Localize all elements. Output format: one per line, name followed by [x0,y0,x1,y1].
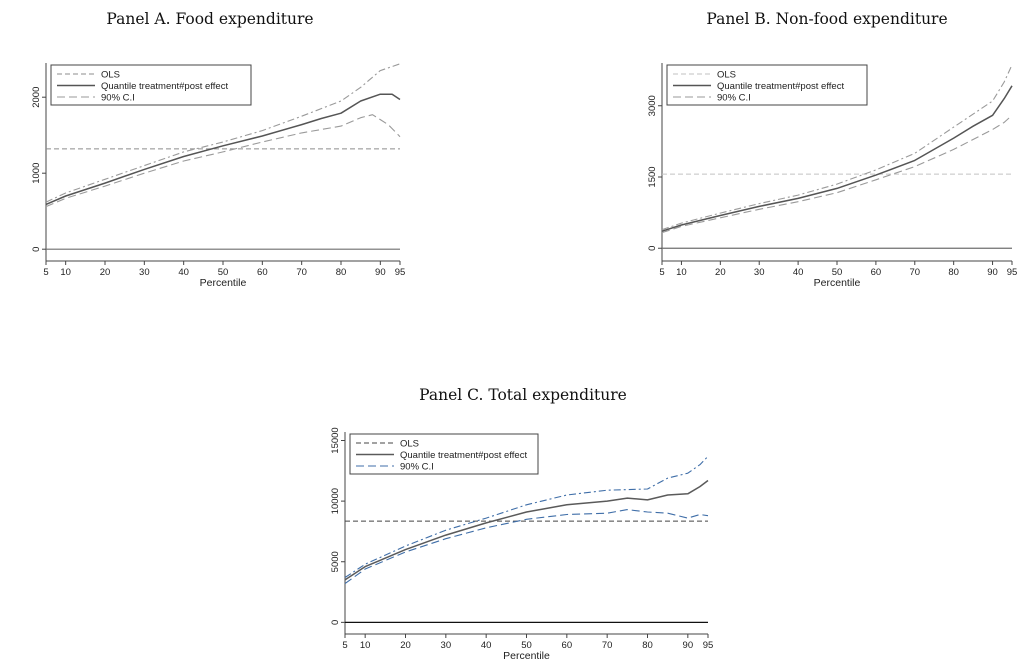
panel-a-y-tick-label: 0 [31,247,42,252]
panel-b-y-tick-label: 1500 [647,166,658,187]
panel-b-x-tick-label: 90 [987,267,998,278]
panel-a-title: Panel A. Food expenditure [106,10,314,28]
panel-b-ci-lower-series [661,114,1013,234]
panel-a-x-tick-label: 5 [43,267,48,278]
panel-c-x-tick-label: 60 [562,640,573,651]
panel-a-x-tick-label: 80 [336,267,347,278]
panel-a-y-tick-label: 1000 [31,163,42,184]
panel-c-y-tick-label: 5000 [330,551,341,572]
panel-c-x-tick-label: 50 [521,640,532,651]
panel-a-y-tick-label: 2000 [31,87,42,108]
panel-a-x-axis-title: Percentile [200,277,247,289]
panel-b-legend-label: 90% C.I [717,93,751,104]
panel-c-ci-upper-series [344,455,709,578]
panel-b-y-tick-label: 3000 [647,95,658,116]
panel-b-x-tick-label: 5 [659,267,664,278]
panel-b-x-tick-label: 95 [1007,267,1018,278]
panel-b-x-tick-label: 50 [832,267,843,278]
panel-b-x-tick-label: 70 [909,267,920,278]
panel-b-x-tick-label: 60 [871,267,882,278]
panel-b-x-tick-label: 20 [715,267,726,278]
panel-c-title: Panel C. Total expenditure [419,386,627,404]
panel-b-x-tick-label: 10 [676,267,687,278]
panel-a-x-tick-label: 90 [375,267,386,278]
panel-c-x-axis-title: Percentile [503,650,550,662]
panel-a-ci-upper-series [45,63,401,203]
panel-c-y-tick-label: 0 [330,620,341,625]
panel-a-x-tick-label: 10 [60,267,71,278]
panel-c-x-tick-label: 80 [642,640,653,651]
panel-a-x-tick-label: 20 [100,267,111,278]
panel-a-x-tick-label: 70 [296,267,307,278]
panel-b-ci-upper-series [661,64,1013,231]
panel-a-quantile-series [45,93,401,206]
panel-b-legend-label: OLS [717,70,736,81]
panel-b-x-axis-title: Percentile [814,277,861,289]
panel-c-x-tick-label: 40 [481,640,492,651]
panel-c-legend-label: 90% C.I [400,462,434,473]
panel-c-ci-lower-series [344,509,709,585]
panel-b-y-tick-label: 0 [647,246,658,251]
panel-a-ci-lower-series [45,114,401,208]
panel-a-x-tick-label: 60 [257,267,268,278]
panel-c-y-tick-label: 10000 [330,488,341,514]
panel-a-legend-label: 90% C.I [101,93,135,104]
panel-c-x-tick-label: 30 [441,640,452,651]
panel-c-x-tick-label: 10 [360,640,371,651]
panel-b-quantile-series [661,85,1013,232]
panel-c-x-tick-label: 70 [602,640,613,651]
panel-c-x-tick-label: 20 [400,640,411,651]
panel-a-x-tick-label: 40 [178,267,189,278]
panel-b-title: Panel B. Non-food expenditure [706,10,948,28]
panel-a-legend-label: OLS [101,70,120,81]
panel-c-legend-label: OLS [400,439,419,450]
panel-c-y-tick-label: 15000 [330,427,341,453]
panel-c-quantile-series [344,479,709,581]
panel-c-x-tick-label: 95 [703,640,714,651]
panel-c-legend-label: Quantile treatment#post effect [400,450,527,461]
panel-b-x-tick-label: 30 [754,267,765,278]
panel-c-x-tick-label: 5 [342,640,347,651]
panel-b-legend-label: Quantile treatment#post effect [717,81,844,92]
panel-b-x-tick-label: 80 [948,267,959,278]
panel-a-x-tick-label: 50 [218,267,229,278]
panel-c-x-tick-label: 90 [683,640,694,651]
panel-b-x-tick-label: 40 [793,267,804,278]
panel-a-legend-label: Quantile treatment#post effect [101,81,228,92]
panel-a-x-tick-label: 30 [139,267,150,278]
panel-a-x-tick-label: 95 [395,267,406,278]
